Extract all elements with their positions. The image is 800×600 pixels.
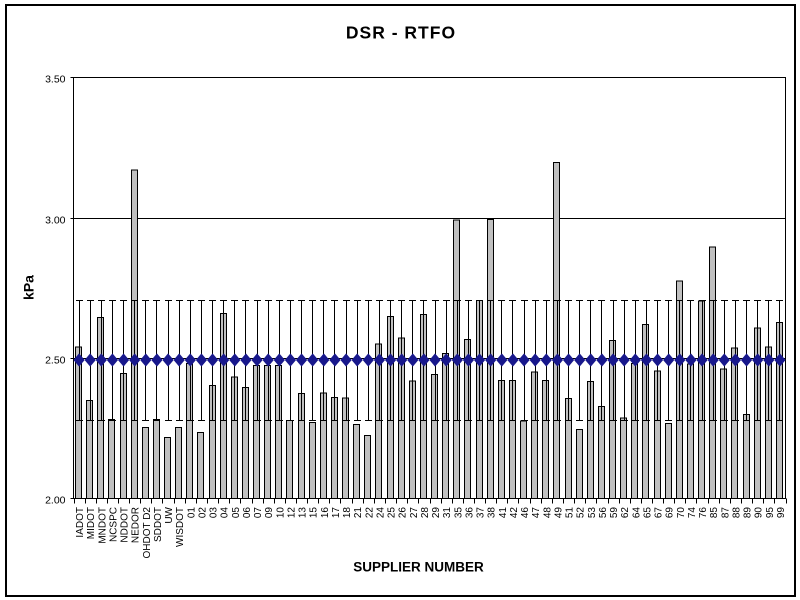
svg-text:70: 70 [676,507,687,519]
svg-text:NEDOR: NEDOR [131,507,142,543]
svg-text:SDDOT: SDDOT [153,507,164,542]
svg-text:48: 48 [542,507,553,519]
svg-text:DSR - RTFO: DSR - RTFO [346,23,456,43]
svg-text:WISDOT: WISDOT [175,507,186,547]
svg-text:01: 01 [186,507,197,519]
svg-text:29: 29 [431,507,442,519]
svg-text:18: 18 [342,507,353,519]
svg-text:3.50: 3.50 [45,74,66,86]
svg-text:95: 95 [765,507,776,519]
svg-text:42: 42 [509,507,520,519]
svg-text:12: 12 [286,507,297,519]
svg-text:41: 41 [498,507,509,519]
svg-text:31: 31 [442,507,453,519]
svg-text:09: 09 [264,507,275,519]
svg-text:37: 37 [476,507,487,519]
svg-text:04: 04 [220,507,231,519]
svg-text:87: 87 [720,507,731,519]
svg-text:02: 02 [197,507,208,519]
svg-text:NCSPC: NCSPC [108,507,119,542]
svg-text:90: 90 [754,507,765,519]
svg-text:38: 38 [487,507,498,519]
svg-text:46: 46 [520,507,531,519]
svg-text:27: 27 [409,507,420,519]
svg-text:99: 99 [776,507,787,519]
svg-text:NDDOT: NDDOT [120,507,131,543]
svg-text:59: 59 [609,507,620,519]
svg-text:85: 85 [709,507,720,519]
svg-text:17: 17 [331,507,342,519]
svg-text:74: 74 [687,507,698,519]
svg-text:64: 64 [631,507,642,519]
svg-text:UW: UW [164,506,175,523]
svg-text:OHDOT D2: OHDOT D2 [142,507,153,559]
svg-text:25: 25 [387,507,398,519]
svg-text:35: 35 [453,507,464,519]
svg-text:IADOT: IADOT [75,507,86,538]
svg-text:10: 10 [275,507,286,519]
svg-text:89: 89 [743,507,754,519]
svg-text:3.00: 3.00 [45,215,66,227]
svg-text:03: 03 [209,507,220,519]
svg-text:49: 49 [553,507,564,519]
svg-text:15: 15 [309,507,320,519]
svg-text:67: 67 [654,507,665,519]
svg-text:kPa: kPa [21,275,37,300]
svg-text:65: 65 [642,507,653,519]
svg-text:53: 53 [587,507,598,519]
svg-text:22: 22 [364,507,375,519]
svg-text:16: 16 [320,507,331,519]
svg-text:2.50: 2.50 [45,355,66,367]
svg-text:SUPPLIER NUMBER: SUPPLIER NUMBER [353,560,484,575]
svg-text:MNDOT: MNDOT [97,507,108,544]
svg-text:24: 24 [375,507,386,519]
svg-text:52: 52 [576,507,587,519]
svg-text:76: 76 [698,507,709,519]
svg-text:88: 88 [731,507,742,519]
svg-text:47: 47 [531,507,542,519]
svg-text:69: 69 [665,507,676,519]
svg-text:26: 26 [398,507,409,519]
svg-text:62: 62 [620,507,631,519]
svg-text:2.00: 2.00 [45,495,66,507]
svg-text:07: 07 [253,507,264,519]
svg-text:MIDOT: MIDOT [86,507,97,539]
svg-text:05: 05 [231,507,242,519]
svg-text:51: 51 [565,507,576,519]
svg-text:28: 28 [420,507,431,519]
svg-text:56: 56 [598,507,609,519]
svg-text:21: 21 [353,507,364,519]
svg-text:36: 36 [464,507,475,519]
svg-text:06: 06 [242,507,253,519]
svg-text:13: 13 [298,507,309,519]
